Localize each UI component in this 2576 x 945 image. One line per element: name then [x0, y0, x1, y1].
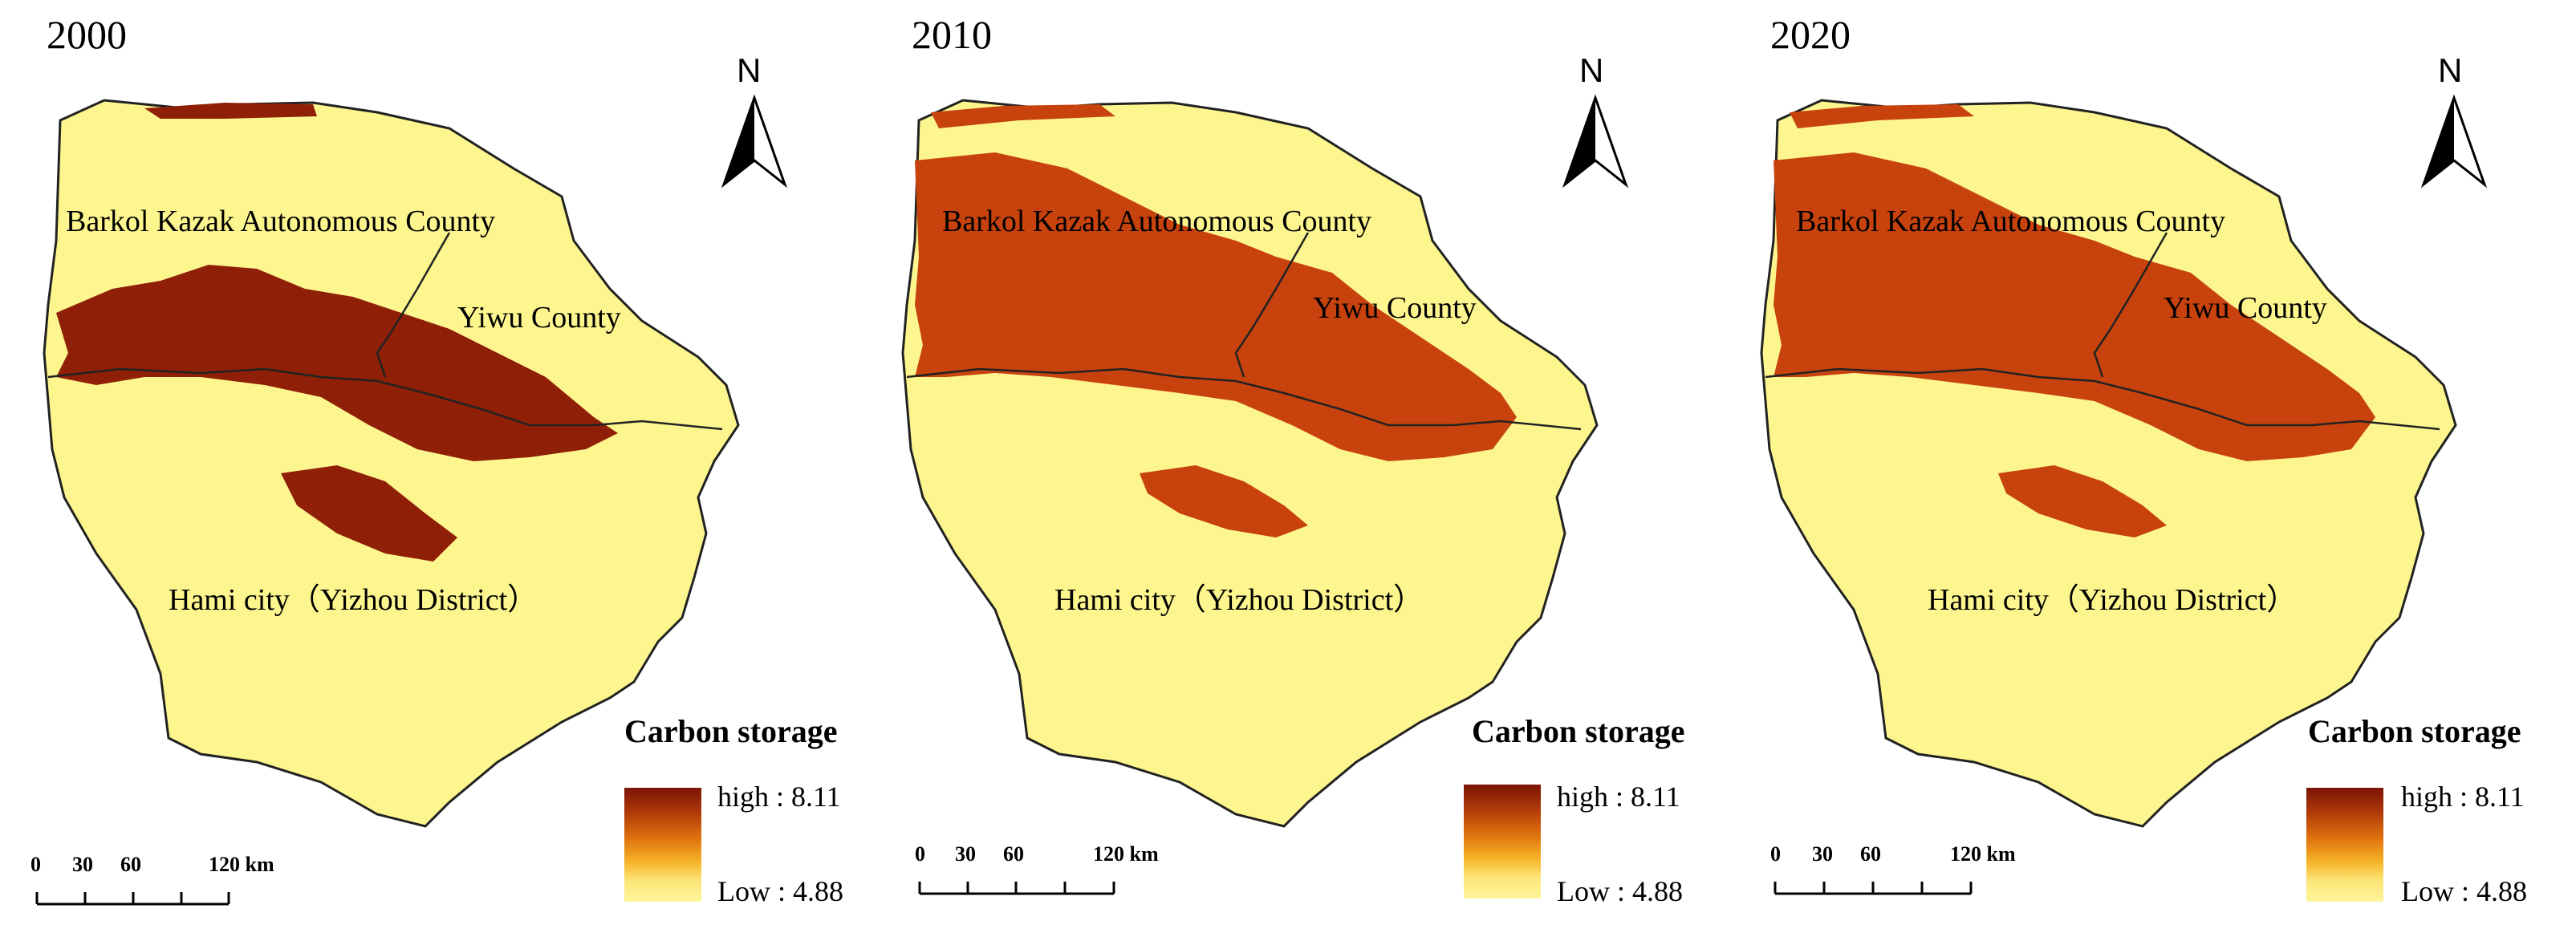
high-carbon-zone-north: [931, 104, 1115, 128]
scale-bar: [35, 892, 230, 906]
barkol-county-label: Barkol Kazak Autonomous County: [1796, 205, 2226, 238]
barkol-county-label: Barkol Kazak Autonomous County: [942, 205, 1372, 238]
legend-high-label: high : 8.11: [2401, 781, 2525, 813]
map-panel-2010: 2010 Barkol Kazak Autonomous County Yiwu…: [859, 0, 1717, 945]
legend-high-label: high : 8.11: [717, 781, 841, 813]
legend-low-label: Low : 4.88: [2401, 875, 2527, 907]
legend-title: Carbon storage: [624, 713, 838, 749]
county-boundary-line: [2310, 420, 2440, 431]
hami-city-label: Hami city（Yizhou District）: [1928, 583, 2298, 617]
year-title: 2010: [912, 12, 992, 57]
legend-low-label: Low : 4.88: [1557, 875, 1683, 907]
legend-color-ramp: [2306, 788, 2383, 902]
north-arrow-icon: [1565, 98, 1595, 185]
county-boundary-line: [906, 367, 1453, 427]
high-carbon-zone-main: [1774, 152, 2375, 461]
county-boundary-line: [1765, 367, 2311, 427]
scale-tick-30: 30: [955, 842, 976, 866]
high-carbon-zone-north: [1790, 104, 1974, 128]
legend-low-label: Low : 4.88: [717, 875, 843, 907]
map-panel-2020: 2020 Barkol Kazak Autonomous County Yiwu…: [1717, 0, 2576, 945]
scale-tick-60: 60: [1860, 842, 1881, 866]
scale-tick-60: 60: [120, 853, 141, 876]
yiwu-county-label: Yiwu County: [457, 301, 621, 335]
scale-tick-0: 0: [915, 842, 925, 866]
high-carbon-zone-main: [56, 265, 618, 461]
north-arrow-label: N: [737, 51, 762, 89]
hami-city-label: Hami city（Yizhou District）: [1054, 583, 1424, 617]
high-carbon-zone-south: [1140, 465, 1308, 537]
north-arrow-label: N: [2438, 51, 2463, 89]
scale-tick-120: 120 km: [209, 853, 274, 876]
north-arrow-label: N: [1579, 51, 1604, 89]
barkol-county-label: Barkol Kazak Autonomous County: [66, 205, 496, 238]
map-panel-2000: 2000 Barkol Kazak Autonomous County Yiwu…: [0, 0, 859, 945]
county-boundary-line: [2093, 232, 2168, 378]
county-boundary-line: [593, 420, 723, 431]
hami-city-label: Hami city（Yizhou District）: [169, 583, 538, 617]
north-arrow-icon: [2424, 98, 2454, 185]
county-boundary-line: [376, 232, 451, 378]
legend-title: Carbon storage: [2308, 713, 2521, 749]
high-carbon-zone-main: [915, 152, 1517, 461]
yiwu-county-label: Yiwu County: [1313, 291, 1477, 325]
scale-tick-30: 30: [72, 853, 93, 876]
scale-tick-0: 0: [1770, 842, 1781, 866]
north-arrow-icon: [724, 98, 754, 185]
high-carbon-zone-south: [1998, 465, 2167, 537]
legend-high-label: high : 8.11: [1557, 781, 1680, 813]
legend-title: Carbon storage: [1472, 713, 1685, 749]
scale-tick-0: 0: [30, 853, 41, 876]
yiwu-county-label: Yiwu County: [2164, 291, 2327, 325]
year-title: 2020: [1770, 12, 1851, 57]
legend-color-ramp: [624, 788, 701, 902]
map-canvas: [35, 94, 788, 906]
scale-bar: [1774, 882, 1973, 895]
year-title: 2000: [47, 12, 127, 57]
county-boundary-line: [1452, 420, 1582, 431]
map-canvas: [901, 94, 1629, 895]
scale-tick-120: 120 km: [1950, 842, 2016, 866]
county-boundary-line: [47, 367, 594, 427]
scale-tick-30: 30: [1812, 842, 1833, 866]
scale-tick-60: 60: [1003, 842, 1024, 866]
map-canvas: [1760, 94, 2488, 895]
scale-bar: [918, 882, 1115, 895]
county-boundary-line: [1234, 232, 1310, 378]
high-carbon-zone-north: [144, 103, 317, 119]
scale-tick-120: 120 km: [1093, 842, 1159, 866]
legend-color-ramp: [1464, 785, 1541, 898]
high-carbon-zone-south: [281, 465, 457, 562]
